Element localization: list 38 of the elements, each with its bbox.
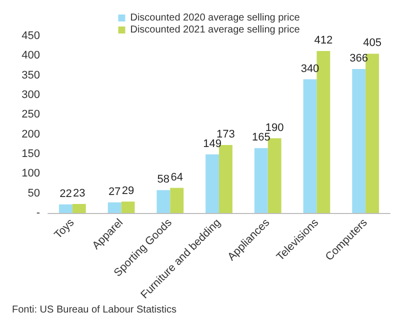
legend-label: Discounted 2020 average selling price: [130, 12, 300, 24]
y-tick-label: 150: [22, 148, 40, 160]
x-tick-label: Toys: [52, 216, 78, 242]
y-tick-label: 400: [22, 50, 40, 62]
y-tick-label: 250: [22, 108, 40, 121]
data-label: 64: [170, 171, 183, 184]
legend-label: Discounted 2021 average selling price: [130, 24, 300, 36]
bar: [254, 148, 268, 213]
data-label: 58: [157, 174, 170, 186]
y-tick-label: 200: [22, 128, 40, 140]
bar: [121, 202, 135, 213]
data-label: 165: [252, 132, 270, 144]
bar: [352, 69, 366, 213]
bar: [170, 188, 184, 213]
bar: [206, 154, 219, 213]
y-tick-label: 50: [28, 187, 40, 200]
bar: [108, 202, 122, 213]
y-tick-label: 300: [22, 89, 40, 101]
bar: [72, 204, 86, 213]
y-tick-label: -: [36, 207, 40, 219]
bar: [156, 190, 170, 213]
data-label: 149: [203, 138, 222, 150]
data-label: 29: [122, 185, 134, 198]
data-label: 27: [108, 186, 121, 198]
data-label: 173: [216, 128, 235, 140]
y-tick-label: 450: [22, 30, 40, 42]
data-label: 190: [265, 122, 284, 134]
text: Fonti: US Bureau of Labour Statistics: [12, 304, 177, 316]
data-label: 405: [363, 37, 382, 50]
bar: [303, 79, 317, 213]
bar: [58, 204, 72, 213]
data-label: 22: [60, 188, 72, 200]
y-tick-label: 350: [22, 69, 40, 82]
data-label: 412: [314, 34, 333, 46]
y-tick-label: 100: [22, 168, 40, 180]
bar: [219, 144, 232, 213]
data-label: 23: [73, 187, 86, 200]
bar: [366, 54, 380, 213]
